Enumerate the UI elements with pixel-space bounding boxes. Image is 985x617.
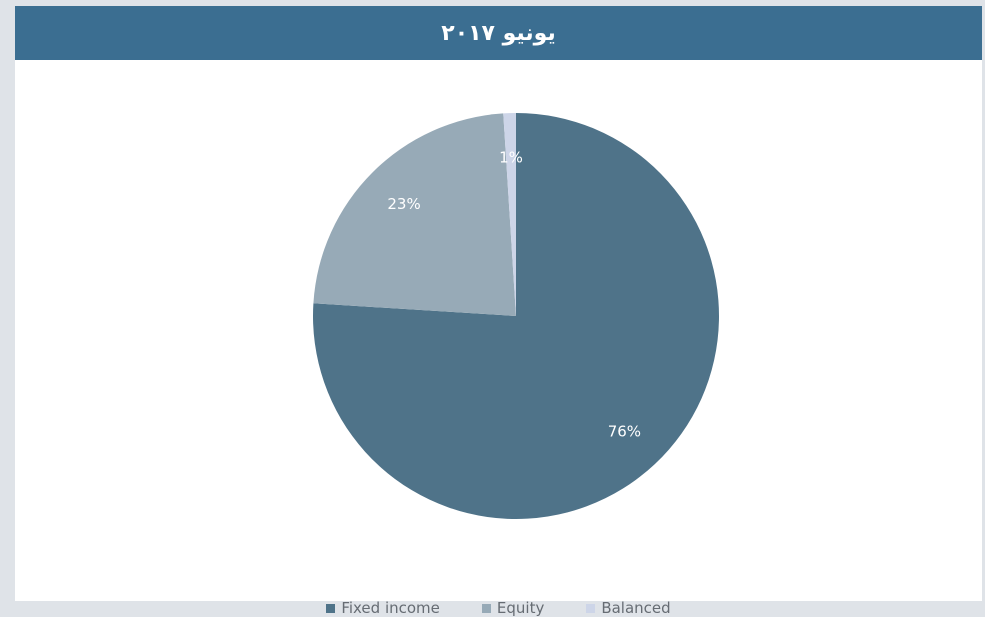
legend-item-fixed-income: Fixed income (326, 599, 440, 617)
data-label-balanced: 1% (499, 149, 523, 167)
pie-slice-equity (313, 113, 516, 316)
chart-panel: يونيو ٢٠١٧ 76% 23% 1% Fixed income Equity Ba… (15, 6, 982, 617)
legend-label: Fixed income (341, 599, 440, 617)
legend-item-equity: Equity (481, 599, 545, 617)
chart-header: يونيو ٢٠١٧ (15, 6, 982, 60)
legend-swatch (586, 603, 596, 613)
chart-title: يونيو ٢٠١٧ (441, 20, 556, 46)
legend-label: Equity (496, 599, 545, 617)
pie-slice-balanced (503, 113, 516, 316)
chart-legend: Fixed income Equity Balanced (15, 599, 982, 617)
data-label-fixed-income: 76% (608, 422, 641, 440)
legend-label: Balanced (601, 599, 671, 617)
data-label-equity: 23% (387, 195, 420, 213)
legend-swatch (481, 603, 491, 613)
chart-area: 76% 23% 1% Fixed income Equity Balanced (15, 60, 982, 617)
legend-item-balanced: Balanced (586, 599, 671, 617)
legend-swatch (326, 603, 336, 613)
pie-chart: 76% 23% 1% (313, 113, 719, 519)
